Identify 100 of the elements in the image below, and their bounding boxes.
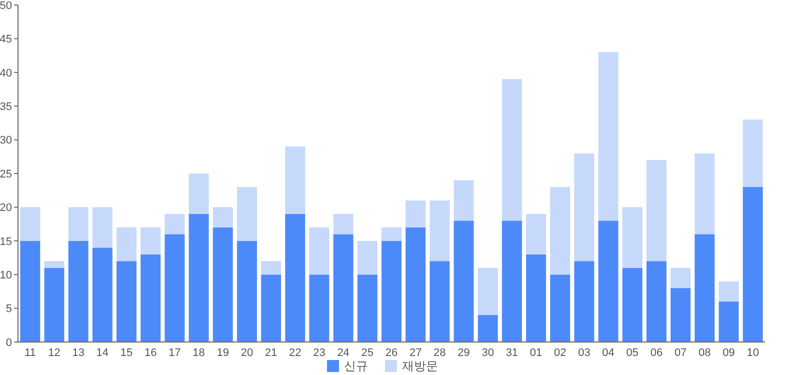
bar [670, 268, 691, 288]
x-tick-label: 07 [674, 347, 687, 359]
x-tick-label: 25 [361, 347, 374, 359]
x-tick-label: 12 [48, 347, 60, 359]
y-tick-label: 20 [0, 202, 12, 214]
bar [116, 227, 137, 262]
x-tick-label: 02 [554, 347, 566, 359]
bar [285, 146, 306, 214]
y-tick-label: 40 [0, 67, 12, 80]
bar [550, 186, 570, 275]
x-tick-label: 03 [578, 347, 590, 359]
x-tick-label: 19 [216, 347, 229, 359]
bar [333, 214, 354, 234]
y-tick-label: 25 [0, 168, 12, 180]
bar [598, 220, 618, 342]
bar [68, 240, 88, 342]
bar [502, 220, 522, 342]
bar [236, 186, 257, 241]
legend-label: 재방문 [402, 359, 438, 374]
y-tick-label: 30 [0, 134, 12, 147]
bar [140, 254, 161, 342]
y-tick-label: 35 [0, 100, 12, 113]
bar [718, 302, 739, 342]
bar [236, 240, 257, 342]
bar [261, 261, 282, 275]
bar [20, 207, 40, 241]
bar [212, 227, 233, 342]
bar [502, 79, 522, 221]
bar [140, 227, 161, 254]
bar [742, 186, 763, 342]
bar [574, 153, 594, 262]
bar [285, 214, 306, 342]
x-tick-label: 20 [240, 347, 254, 359]
y-tick-label: 50 [0, 0, 12, 12]
bar [333, 234, 354, 342]
bar [694, 153, 715, 234]
bar [357, 274, 378, 342]
bar [670, 288, 691, 342]
bar [164, 214, 185, 234]
x-tick-label: 14 [96, 347, 109, 359]
y-tick-label: 45 [0, 34, 12, 46]
x-tick-label: 05 [626, 347, 639, 359]
x-tick-label: 06 [650, 347, 663, 359]
x-tick-label: 28 [434, 347, 446, 359]
bar [44, 268, 64, 342]
x-tick-label: 10 [746, 347, 759, 359]
x-tick-label: 23 [313, 347, 326, 359]
x-tick-label: 30 [482, 347, 494, 359]
x-tick-label: 16 [144, 347, 157, 359]
bar [430, 261, 450, 342]
x-tick-label: 29 [458, 347, 470, 359]
x-tick-label: 09 [722, 347, 735, 359]
bar [309, 227, 330, 275]
bar [357, 240, 378, 275]
bar [574, 261, 594, 342]
bar [188, 214, 209, 342]
bar [526, 254, 546, 342]
bar [718, 281, 739, 302]
bar [212, 207, 233, 228]
y-tick-label: 0 [6, 336, 12, 349]
bar [92, 248, 112, 342]
y-tick-label: 10 [0, 269, 12, 282]
y-tick-label: 15 [0, 236, 12, 248]
x-tick-label: 27 [409, 347, 422, 359]
bar [44, 261, 64, 268]
y-tick-label: 5 [6, 303, 12, 316]
bar [478, 268, 498, 316]
x-tick-label: 11 [24, 347, 36, 359]
bar [742, 120, 763, 187]
bar [68, 207, 88, 241]
bar [406, 227, 426, 342]
bar [406, 200, 426, 228]
bar [454, 220, 474, 342]
x-tick-label: 24 [337, 347, 350, 359]
x-tick-label: 21 [264, 347, 278, 359]
x-tick-label: 31 [506, 347, 518, 359]
bar [92, 207, 112, 248]
x-tick-label: 22 [289, 347, 302, 359]
bar [598, 52, 618, 221]
bar [646, 261, 666, 342]
bar [646, 160, 666, 262]
bar [309, 274, 330, 342]
x-tick-label: 13 [72, 347, 84, 359]
x-tick-label: 04 [602, 347, 614, 359]
bar [382, 227, 402, 241]
bar [478, 315, 498, 342]
bar [694, 234, 715, 342]
x-tick-label: 26 [385, 347, 398, 359]
bar [454, 180, 474, 221]
legend-label: 신규 [344, 359, 368, 374]
bar [261, 274, 282, 342]
bar [116, 261, 137, 342]
x-tick-label: 15 [120, 347, 133, 359]
bar [382, 240, 402, 342]
bar [526, 214, 546, 254]
bar [550, 274, 570, 342]
bar [20, 240, 40, 342]
bar [188, 174, 209, 214]
x-tick-label: 18 [192, 347, 205, 359]
bar [430, 200, 450, 262]
